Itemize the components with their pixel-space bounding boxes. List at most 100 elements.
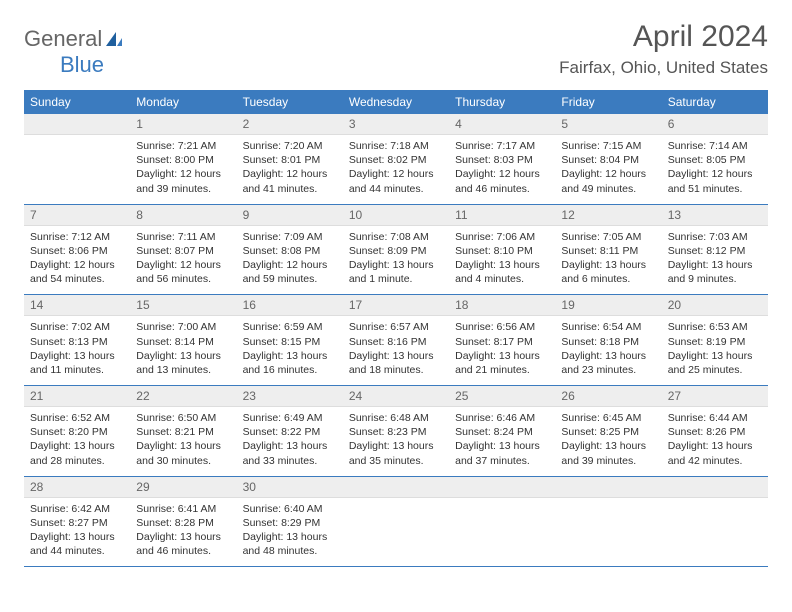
day-number: 16 xyxy=(237,295,343,316)
day-number: 30 xyxy=(237,477,343,498)
day-number: 12 xyxy=(555,205,661,226)
day-body: Sunrise: 7:06 AMSunset: 8:10 PMDaylight:… xyxy=(449,226,555,295)
day-number: 10 xyxy=(343,205,449,226)
day-body xyxy=(449,498,555,566)
day-body: Sunrise: 6:52 AMSunset: 8:20 PMDaylight:… xyxy=(24,407,130,476)
day-cell: 23Sunrise: 6:49 AMSunset: 8:22 PMDayligh… xyxy=(237,386,343,477)
day-number: 4 xyxy=(449,114,555,135)
day-cell xyxy=(24,114,130,204)
day-number: 14 xyxy=(24,295,130,316)
day-header-row: SundayMondayTuesdayWednesdayThursdayFrid… xyxy=(24,90,768,114)
logo-text-1: General xyxy=(24,26,102,52)
week-row: 1Sunrise: 7:21 AMSunset: 8:00 PMDaylight… xyxy=(24,114,768,204)
day-header: Saturday xyxy=(662,90,768,114)
day-body: Sunrise: 7:12 AMSunset: 8:06 PMDaylight:… xyxy=(24,226,130,295)
day-body: Sunrise: 6:41 AMSunset: 8:28 PMDaylight:… xyxy=(130,498,236,567)
day-header: Tuesday xyxy=(237,90,343,114)
week-row: 7Sunrise: 7:12 AMSunset: 8:06 PMDaylight… xyxy=(24,204,768,295)
day-body: Sunrise: 7:14 AMSunset: 8:05 PMDaylight:… xyxy=(662,135,768,204)
day-cell: 30Sunrise: 6:40 AMSunset: 8:29 PMDayligh… xyxy=(237,476,343,567)
day-cell xyxy=(662,476,768,567)
day-cell: 22Sunrise: 6:50 AMSunset: 8:21 PMDayligh… xyxy=(130,386,236,477)
day-cell: 3Sunrise: 7:18 AMSunset: 8:02 PMDaylight… xyxy=(343,114,449,204)
day-body: Sunrise: 6:57 AMSunset: 8:16 PMDaylight:… xyxy=(343,316,449,385)
day-body: Sunrise: 7:08 AMSunset: 8:09 PMDaylight:… xyxy=(343,226,449,295)
day-cell: 29Sunrise: 6:41 AMSunset: 8:28 PMDayligh… xyxy=(130,476,236,567)
day-number: 1 xyxy=(130,114,236,135)
day-cell: 4Sunrise: 7:17 AMSunset: 8:03 PMDaylight… xyxy=(449,114,555,204)
day-body: Sunrise: 7:11 AMSunset: 8:07 PMDaylight:… xyxy=(130,226,236,295)
day-number: 25 xyxy=(449,386,555,407)
day-cell: 14Sunrise: 7:02 AMSunset: 8:13 PMDayligh… xyxy=(24,295,130,386)
day-number: 21 xyxy=(24,386,130,407)
day-number: 28 xyxy=(24,477,130,498)
day-body: Sunrise: 6:45 AMSunset: 8:25 PMDaylight:… xyxy=(555,407,661,476)
day-number: 18 xyxy=(449,295,555,316)
day-cell: 28Sunrise: 6:42 AMSunset: 8:27 PMDayligh… xyxy=(24,476,130,567)
day-body: Sunrise: 6:50 AMSunset: 8:21 PMDaylight:… xyxy=(130,407,236,476)
day-body: Sunrise: 7:20 AMSunset: 8:01 PMDaylight:… xyxy=(237,135,343,204)
day-number: 2 xyxy=(237,114,343,135)
day-cell: 15Sunrise: 7:00 AMSunset: 8:14 PMDayligh… xyxy=(130,295,236,386)
day-cell: 1Sunrise: 7:21 AMSunset: 8:00 PMDaylight… xyxy=(130,114,236,204)
day-cell: 2Sunrise: 7:20 AMSunset: 8:01 PMDaylight… xyxy=(237,114,343,204)
day-number xyxy=(662,477,768,498)
day-number: 27 xyxy=(662,386,768,407)
day-number: 15 xyxy=(130,295,236,316)
day-cell: 20Sunrise: 6:53 AMSunset: 8:19 PMDayligh… xyxy=(662,295,768,386)
day-number: 11 xyxy=(449,205,555,226)
day-cell: 12Sunrise: 7:05 AMSunset: 8:11 PMDayligh… xyxy=(555,204,661,295)
day-body: Sunrise: 7:05 AMSunset: 8:11 PMDaylight:… xyxy=(555,226,661,295)
day-cell: 10Sunrise: 7:08 AMSunset: 8:09 PMDayligh… xyxy=(343,204,449,295)
day-cell xyxy=(555,476,661,567)
day-header: Monday xyxy=(130,90,236,114)
day-body: Sunrise: 6:46 AMSunset: 8:24 PMDaylight:… xyxy=(449,407,555,476)
day-cell: 25Sunrise: 6:46 AMSunset: 8:24 PMDayligh… xyxy=(449,386,555,477)
day-body: Sunrise: 7:21 AMSunset: 8:00 PMDaylight:… xyxy=(130,135,236,204)
day-body: Sunrise: 7:17 AMSunset: 8:03 PMDaylight:… xyxy=(449,135,555,204)
day-number xyxy=(555,477,661,498)
day-header: Wednesday xyxy=(343,90,449,114)
day-cell: 21Sunrise: 6:52 AMSunset: 8:20 PMDayligh… xyxy=(24,386,130,477)
month-title: April 2024 xyxy=(559,20,768,54)
day-number: 19 xyxy=(555,295,661,316)
day-body xyxy=(662,498,768,566)
week-row: 28Sunrise: 6:42 AMSunset: 8:27 PMDayligh… xyxy=(24,476,768,567)
day-cell: 9Sunrise: 7:09 AMSunset: 8:08 PMDaylight… xyxy=(237,204,343,295)
day-cell: 8Sunrise: 7:11 AMSunset: 8:07 PMDaylight… xyxy=(130,204,236,295)
day-body: Sunrise: 6:53 AMSunset: 8:19 PMDaylight:… xyxy=(662,316,768,385)
day-cell xyxy=(343,476,449,567)
day-header: Sunday xyxy=(24,90,130,114)
day-body: Sunrise: 6:56 AMSunset: 8:17 PMDaylight:… xyxy=(449,316,555,385)
week-row: 21Sunrise: 6:52 AMSunset: 8:20 PMDayligh… xyxy=(24,386,768,477)
day-cell: 16Sunrise: 6:59 AMSunset: 8:15 PMDayligh… xyxy=(237,295,343,386)
day-body: Sunrise: 6:40 AMSunset: 8:29 PMDaylight:… xyxy=(237,498,343,567)
day-cell: 7Sunrise: 7:12 AMSunset: 8:06 PMDaylight… xyxy=(24,204,130,295)
day-cell: 24Sunrise: 6:48 AMSunset: 8:23 PMDayligh… xyxy=(343,386,449,477)
day-body xyxy=(555,498,661,566)
day-body: Sunrise: 6:42 AMSunset: 8:27 PMDaylight:… xyxy=(24,498,130,567)
day-cell: 26Sunrise: 6:45 AMSunset: 8:25 PMDayligh… xyxy=(555,386,661,477)
day-number: 23 xyxy=(237,386,343,407)
day-cell: 11Sunrise: 7:06 AMSunset: 8:10 PMDayligh… xyxy=(449,204,555,295)
day-body: Sunrise: 7:02 AMSunset: 8:13 PMDaylight:… xyxy=(24,316,130,385)
calendar-table: SundayMondayTuesdayWednesdayThursdayFrid… xyxy=(24,90,768,567)
day-body xyxy=(24,135,130,203)
logo: General xyxy=(24,26,104,78)
day-cell: 19Sunrise: 6:54 AMSunset: 8:18 PMDayligh… xyxy=(555,295,661,386)
day-cell: 5Sunrise: 7:15 AMSunset: 8:04 PMDaylight… xyxy=(555,114,661,204)
day-number: 17 xyxy=(343,295,449,316)
day-number: 9 xyxy=(237,205,343,226)
day-cell: 27Sunrise: 6:44 AMSunset: 8:26 PMDayligh… xyxy=(662,386,768,477)
location: Fairfax, Ohio, United States xyxy=(559,58,768,78)
day-number: 26 xyxy=(555,386,661,407)
day-body: Sunrise: 6:54 AMSunset: 8:18 PMDaylight:… xyxy=(555,316,661,385)
day-number: 24 xyxy=(343,386,449,407)
day-number xyxy=(449,477,555,498)
day-number: 7 xyxy=(24,205,130,226)
day-body: Sunrise: 7:09 AMSunset: 8:08 PMDaylight:… xyxy=(237,226,343,295)
day-body: Sunrise: 7:03 AMSunset: 8:12 PMDaylight:… xyxy=(662,226,768,295)
header: General April 2024 Fairfax, Ohio, United… xyxy=(24,20,768,78)
day-number: 22 xyxy=(130,386,236,407)
day-number: 20 xyxy=(662,295,768,316)
